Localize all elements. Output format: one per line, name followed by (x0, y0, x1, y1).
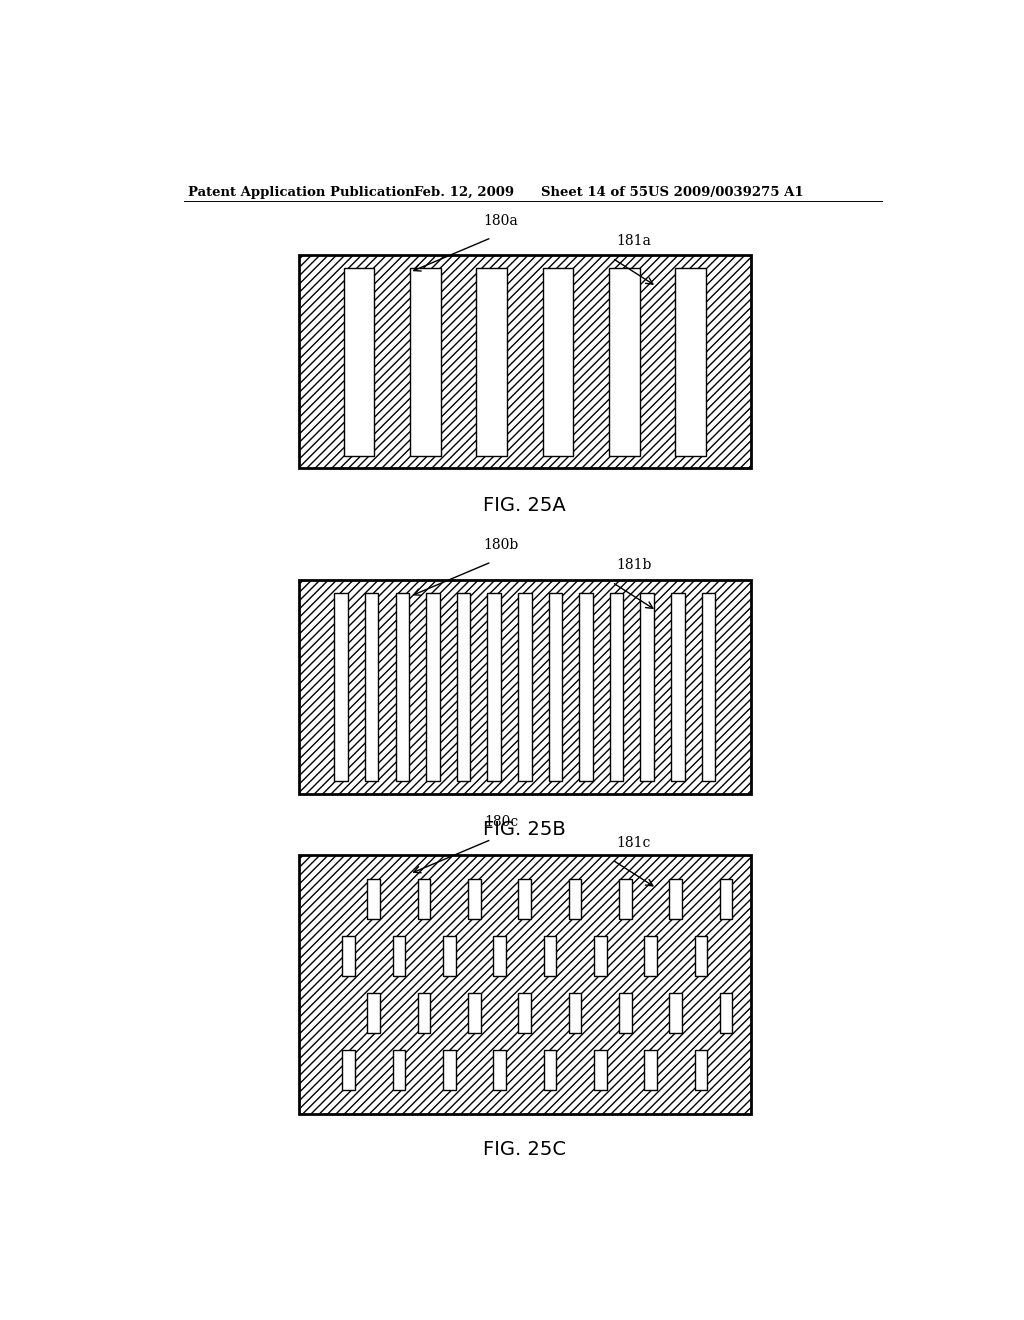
Text: 180c: 180c (484, 816, 518, 829)
Bar (299, 854, 751, 1114)
Bar (392, 1049, 406, 1090)
Bar (468, 993, 481, 1032)
Bar (580, 593, 593, 781)
Text: Feb. 12, 2009: Feb. 12, 2009 (414, 186, 514, 199)
Bar (701, 593, 716, 781)
Bar (568, 993, 582, 1032)
Bar (392, 936, 406, 975)
Bar (342, 936, 355, 975)
Text: 181b: 181b (616, 558, 651, 572)
Bar (694, 936, 708, 975)
Bar (457, 593, 470, 781)
Bar (426, 593, 439, 781)
Bar (549, 593, 562, 781)
Bar (610, 593, 624, 781)
Bar (594, 1049, 606, 1090)
Bar (670, 993, 682, 1032)
Bar (720, 879, 732, 919)
Text: 180b: 180b (483, 537, 518, 552)
Bar (418, 879, 430, 919)
Bar (443, 936, 456, 975)
Bar (299, 581, 751, 793)
Text: Patent Application Publication: Patent Application Publication (187, 186, 415, 199)
Bar (410, 268, 440, 455)
Bar (671, 593, 685, 781)
Bar (694, 1049, 708, 1090)
Text: US 2009/0039275 A1: US 2009/0039275 A1 (648, 186, 804, 199)
Bar (675, 268, 706, 455)
Bar (299, 581, 751, 793)
Bar (720, 993, 732, 1032)
Bar (443, 1049, 456, 1090)
Bar (299, 255, 751, 469)
Text: Sheet 14 of 55: Sheet 14 of 55 (541, 186, 647, 199)
Bar (476, 268, 507, 455)
Bar (670, 879, 682, 919)
Bar (644, 1049, 657, 1090)
Bar (299, 854, 751, 1114)
Bar (544, 936, 556, 975)
Bar (468, 879, 481, 919)
Text: FIG. 25A: FIG. 25A (483, 496, 566, 515)
Bar (644, 936, 657, 975)
Bar (518, 879, 531, 919)
Text: 180a: 180a (483, 214, 518, 227)
Bar (299, 255, 751, 469)
Bar (342, 1049, 355, 1090)
Bar (544, 1049, 556, 1090)
Bar (494, 936, 506, 975)
Text: 181a: 181a (616, 234, 651, 248)
Bar (299, 255, 751, 469)
Text: 181c: 181c (616, 836, 650, 850)
Bar (518, 593, 531, 781)
Bar (518, 993, 531, 1032)
Bar (594, 936, 606, 975)
Bar (543, 268, 573, 455)
Bar (568, 879, 582, 919)
Bar (640, 593, 654, 781)
Bar (365, 593, 379, 781)
Text: FIG. 25C: FIG. 25C (483, 1140, 566, 1159)
Bar (487, 593, 501, 781)
Bar (299, 854, 751, 1114)
Bar (418, 993, 430, 1032)
Bar (368, 879, 380, 919)
Bar (299, 581, 751, 793)
Bar (395, 593, 410, 781)
Bar (344, 268, 375, 455)
Bar (620, 879, 632, 919)
Text: FIG. 25B: FIG. 25B (483, 820, 566, 840)
Bar (368, 993, 380, 1032)
Bar (334, 593, 348, 781)
Bar (609, 268, 640, 455)
Bar (620, 993, 632, 1032)
Bar (494, 1049, 506, 1090)
